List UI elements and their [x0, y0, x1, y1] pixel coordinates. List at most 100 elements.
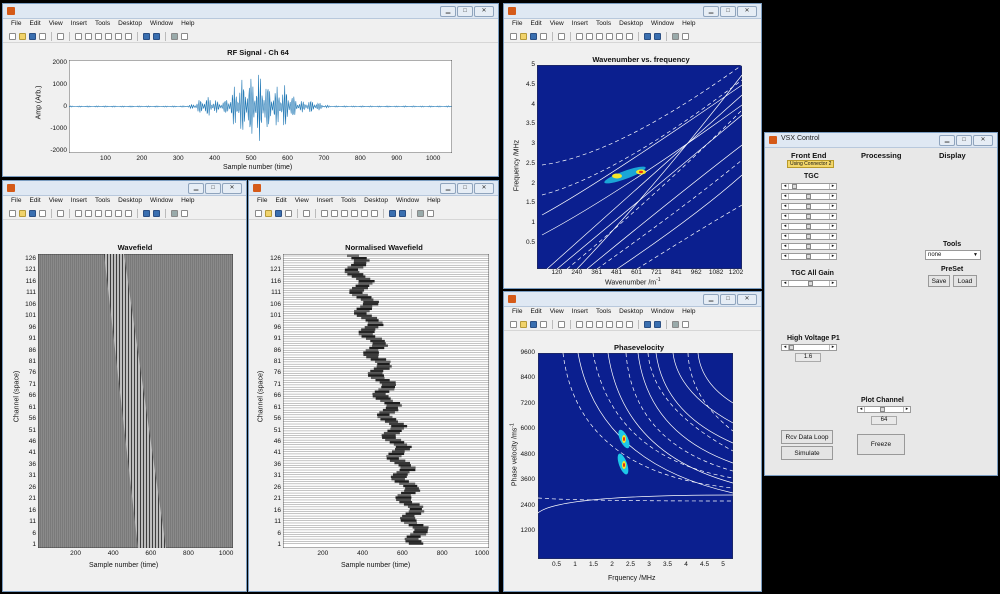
wavenum-plot[interactable] — [537, 65, 742, 269]
hide-plot-tools-icon[interactable] — [417, 210, 424, 217]
slider-right-arrow[interactable]: ▸ — [829, 214, 836, 219]
slider-right-arrow[interactable]: ▸ — [829, 345, 836, 350]
rf-plot[interactable] — [69, 60, 452, 153]
close-button[interactable]: ✕ — [222, 183, 242, 194]
simulate-button[interactable]: Simulate — [781, 446, 833, 460]
new-figure-icon[interactable] — [510, 321, 517, 328]
rotate-icon[interactable] — [606, 33, 613, 40]
slider-left-arrow[interactable]: ◂ — [782, 204, 789, 209]
menu-insert[interactable]: Insert — [571, 20, 588, 27]
print-icon[interactable] — [39, 33, 46, 40]
save-icon[interactable] — [275, 210, 282, 217]
open-icon[interactable] — [19, 210, 26, 217]
open-icon[interactable] — [520, 33, 527, 40]
menu-window[interactable]: Window — [650, 308, 675, 315]
show-plot-tools-icon[interactable] — [682, 321, 689, 328]
minimize-button[interactable]: ▁ — [703, 6, 719, 17]
open-icon[interactable] — [520, 321, 527, 328]
legend-icon[interactable] — [153, 210, 160, 217]
menu-window[interactable]: Window — [395, 197, 420, 204]
menu-help[interactable]: Help — [682, 20, 696, 27]
zoom-in-icon[interactable] — [576, 321, 583, 328]
maximize-button[interactable]: □ — [720, 294, 736, 305]
pan-icon[interactable] — [95, 210, 102, 217]
slider-right-arrow[interactable]: ▸ — [829, 194, 836, 199]
hide-plot-tools-icon[interactable] — [672, 33, 679, 40]
menu-edit[interactable]: Edit — [530, 308, 542, 315]
slider-left-arrow[interactable]: ◂ — [782, 281, 789, 286]
maximize-button[interactable]: □ — [956, 135, 972, 146]
minimize-button[interactable]: ▁ — [440, 183, 456, 194]
new-figure-icon[interactable] — [9, 210, 16, 217]
rotate-icon[interactable] — [105, 33, 112, 40]
open-icon[interactable] — [265, 210, 272, 217]
phasevel-plot[interactable] — [538, 353, 733, 559]
plot-channel-slider[interactable]: ◂ ▸ — [857, 406, 911, 413]
zoom-out-icon[interactable] — [586, 321, 593, 328]
data-cursor-icon[interactable] — [616, 33, 623, 40]
load-button[interactable]: Load — [953, 275, 977, 287]
menu-insert[interactable]: Insert — [70, 20, 87, 27]
menu-help[interactable]: Help — [682, 308, 696, 315]
pointer-icon[interactable] — [57, 33, 64, 40]
menu-help[interactable]: Help — [181, 197, 195, 204]
slider-right-arrow[interactable]: ▸ — [829, 234, 836, 239]
pointer-icon[interactable] — [57, 210, 64, 217]
print-icon[interactable] — [39, 210, 46, 217]
slider-right-arrow[interactable]: ▸ — [903, 407, 910, 412]
slider-thumb[interactable] — [806, 204, 811, 209]
slider-right-arrow[interactable]: ▸ — [829, 204, 836, 209]
hide-plot-tools-icon[interactable] — [171, 33, 178, 40]
slider-thumb[interactable] — [792, 184, 797, 189]
hide-plot-tools-icon[interactable] — [171, 210, 178, 217]
menu-file[interactable]: File — [512, 20, 523, 27]
menu-edit[interactable]: Edit — [29, 197, 41, 204]
show-plot-tools-icon[interactable] — [181, 210, 188, 217]
menu-file[interactable]: File — [11, 20, 22, 27]
menu-insert[interactable]: Insert — [316, 197, 333, 204]
save-icon[interactable] — [29, 33, 36, 40]
data-cursor-icon[interactable] — [361, 210, 368, 217]
zoom-out-icon[interactable] — [85, 210, 92, 217]
print-icon[interactable] — [540, 33, 547, 40]
menu-help[interactable]: Help — [427, 197, 441, 204]
menu-view[interactable]: View — [549, 20, 564, 27]
pointer-icon[interactable] — [303, 210, 310, 217]
brush-icon[interactable] — [125, 33, 132, 40]
pan-icon[interactable] — [596, 33, 603, 40]
tgc-slider-4[interactable]: ◂ ▸ — [781, 213, 837, 220]
show-plot-tools-icon[interactable] — [427, 210, 434, 217]
save-icon[interactable] — [530, 33, 537, 40]
high-voltage-slider[interactable]: ◂ ▸ — [781, 344, 837, 351]
new-figure-icon[interactable] — [255, 210, 262, 217]
zoom-in-icon[interactable] — [321, 210, 328, 217]
menu-help[interactable]: Help — [181, 20, 195, 27]
slider-left-arrow[interactable]: ◂ — [782, 345, 789, 350]
slider-left-arrow[interactable]: ◂ — [782, 214, 789, 219]
hide-plot-tools-icon[interactable] — [672, 321, 679, 328]
slider-thumb[interactable] — [806, 214, 811, 219]
slider-right-arrow[interactable]: ▸ — [829, 184, 836, 189]
colorbar-icon[interactable] — [143, 210, 150, 217]
phasevel-titlebar[interactable]: ▁ □ ✕ — [504, 292, 761, 307]
wavefield-plot[interactable] — [38, 254, 233, 548]
freeze-button[interactable]: Freeze — [857, 434, 905, 455]
brush-icon[interactable] — [626, 321, 633, 328]
menu-view[interactable]: View — [294, 197, 309, 204]
wavefield-titlebar[interactable]: ▁ □ ✕ — [3, 181, 246, 196]
slider-thumb[interactable] — [789, 345, 794, 350]
pointer-icon[interactable] — [558, 33, 565, 40]
menu-desktop[interactable]: Desktop — [619, 20, 643, 27]
menu-edit[interactable]: Edit — [29, 20, 41, 27]
menu-view[interactable]: View — [48, 197, 63, 204]
slider-right-arrow[interactable]: ▸ — [829, 224, 836, 229]
pointer-icon[interactable] — [558, 321, 565, 328]
show-plot-tools-icon[interactable] — [181, 33, 188, 40]
data-cursor-icon[interactable] — [616, 321, 623, 328]
data-cursor-icon[interactable] — [115, 210, 122, 217]
colorbar-icon[interactable] — [644, 321, 651, 328]
slider-thumb[interactable] — [808, 281, 813, 286]
rf-titlebar[interactable]: ▁ □ ✕ — [3, 4, 498, 19]
slider-right-arrow[interactable]: ▸ — [829, 244, 836, 249]
save-icon[interactable] — [530, 321, 537, 328]
